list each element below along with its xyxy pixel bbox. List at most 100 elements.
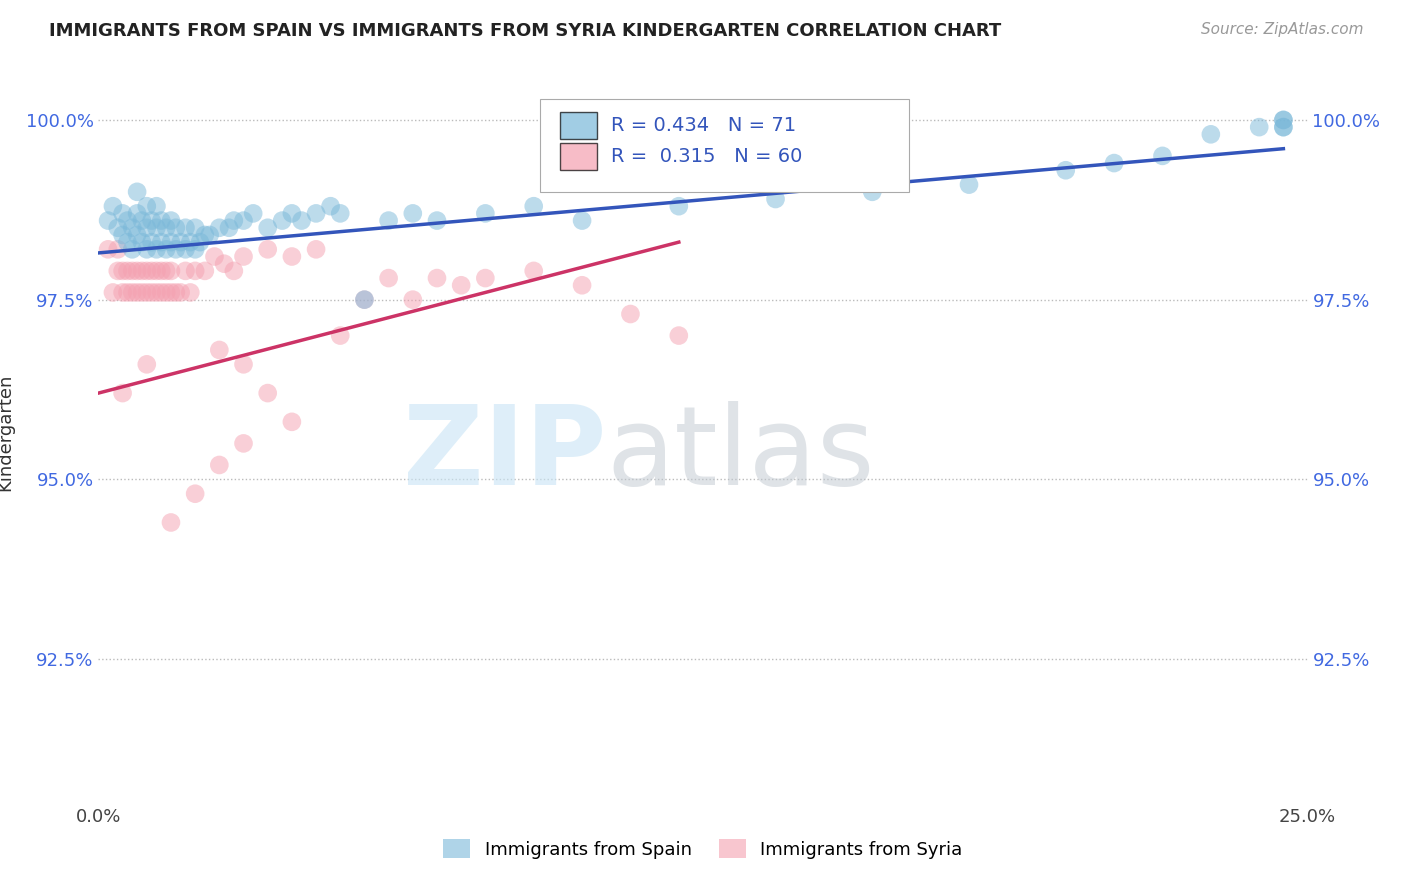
- Point: [353, 293, 375, 307]
- Point: [135, 264, 157, 278]
- Point: [1272, 112, 1295, 127]
- Point: [107, 264, 129, 278]
- Point: [111, 264, 134, 278]
- Point: [155, 264, 177, 278]
- Point: [1272, 112, 1295, 127]
- Point: [121, 285, 143, 300]
- Point: [145, 285, 167, 300]
- Text: atlas: atlas: [606, 401, 875, 508]
- Point: [174, 243, 197, 257]
- Point: [232, 436, 254, 450]
- Point: [523, 264, 546, 278]
- Point: [107, 220, 129, 235]
- Point: [208, 458, 231, 472]
- Point: [329, 328, 352, 343]
- Point: [135, 243, 157, 257]
- Point: [1272, 120, 1295, 135]
- Point: [117, 264, 139, 278]
- Point: [402, 293, 425, 307]
- Point: [1102, 156, 1125, 170]
- Point: [97, 243, 120, 257]
- Point: [218, 220, 240, 235]
- Point: [150, 235, 173, 249]
- Point: [232, 250, 254, 264]
- Point: [184, 486, 207, 500]
- Point: [256, 386, 278, 401]
- Point: [212, 257, 235, 271]
- Point: [281, 206, 304, 220]
- Point: [169, 235, 191, 249]
- Point: [160, 516, 183, 530]
- Point: [127, 264, 149, 278]
- Point: [150, 264, 173, 278]
- Point: [145, 220, 167, 235]
- Point: [135, 220, 157, 235]
- Text: IMMIGRANTS FROM SPAIN VS IMMIGRANTS FROM SYRIA KINDERGARTEN CORRELATION CHART: IMMIGRANTS FROM SPAIN VS IMMIGRANTS FROM…: [49, 22, 1001, 40]
- Point: [402, 206, 425, 220]
- Point: [141, 235, 163, 249]
- Point: [179, 235, 201, 249]
- Point: [165, 220, 187, 235]
- Point: [179, 285, 201, 300]
- Point: [184, 243, 207, 257]
- Point: [160, 264, 183, 278]
- Point: [160, 285, 183, 300]
- Point: [101, 285, 124, 300]
- Point: [111, 386, 134, 401]
- FancyBboxPatch shape: [561, 112, 596, 138]
- Point: [194, 264, 217, 278]
- FancyBboxPatch shape: [561, 143, 596, 169]
- Point: [860, 185, 883, 199]
- Point: [135, 285, 157, 300]
- Point: [111, 227, 134, 242]
- Point: [117, 235, 139, 249]
- Point: [305, 243, 328, 257]
- Point: [271, 213, 294, 227]
- Point: [290, 213, 312, 227]
- Point: [305, 206, 328, 220]
- Point: [353, 293, 375, 307]
- Point: [131, 264, 153, 278]
- Point: [523, 199, 546, 213]
- Point: [377, 271, 399, 285]
- Point: [204, 250, 226, 264]
- Point: [150, 285, 173, 300]
- Point: [232, 357, 254, 371]
- Point: [668, 199, 690, 213]
- Legend: Immigrants from Spain, Immigrants from Syria: Immigrants from Spain, Immigrants from S…: [436, 832, 970, 866]
- Point: [121, 243, 143, 257]
- Point: [426, 213, 449, 227]
- Point: [141, 285, 163, 300]
- Point: [101, 199, 124, 213]
- Point: [222, 264, 245, 278]
- Point: [1199, 128, 1222, 142]
- Point: [145, 264, 167, 278]
- Point: [117, 213, 139, 227]
- Text: R =  0.315   N = 60: R = 0.315 N = 60: [612, 147, 803, 166]
- Point: [377, 213, 399, 227]
- Point: [208, 220, 231, 235]
- Point: [169, 285, 191, 300]
- Point: [127, 285, 149, 300]
- Point: [242, 206, 264, 220]
- Point: [121, 264, 143, 278]
- Point: [174, 220, 197, 235]
- Point: [107, 243, 129, 257]
- Point: [127, 206, 149, 220]
- Point: [135, 357, 157, 371]
- Point: [1054, 163, 1077, 178]
- Point: [165, 243, 187, 257]
- Point: [150, 213, 173, 227]
- Point: [619, 307, 641, 321]
- Text: R = 0.434   N = 71: R = 0.434 N = 71: [612, 116, 796, 135]
- Point: [145, 199, 167, 213]
- Point: [957, 178, 980, 192]
- Point: [281, 415, 304, 429]
- Point: [571, 278, 593, 293]
- Point: [131, 213, 153, 227]
- Point: [474, 206, 496, 220]
- Point: [160, 213, 183, 227]
- Text: ZIP: ZIP: [404, 401, 606, 508]
- Point: [208, 343, 231, 357]
- Point: [571, 213, 593, 227]
